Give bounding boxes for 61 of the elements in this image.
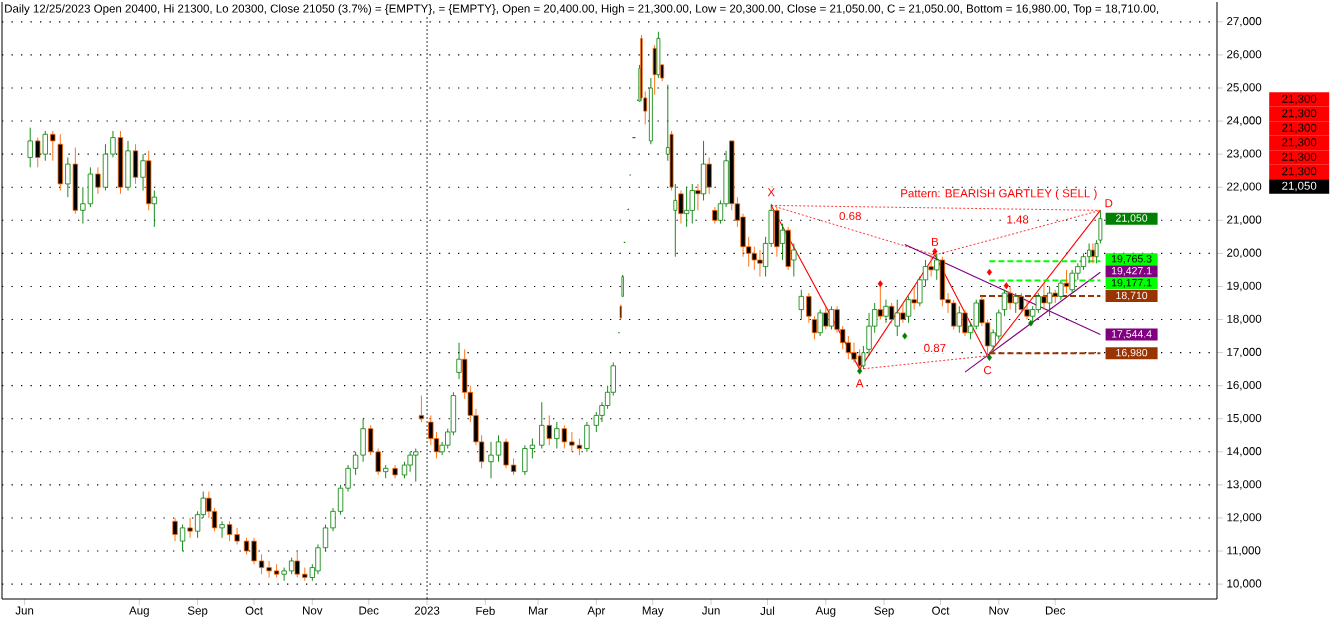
y-tick-label: 17,000 [1227, 347, 1262, 358]
y-tick-label: 15,000 [1227, 413, 1262, 424]
text: 21,300 [1282, 138, 1317, 148]
y-tick-label: 16,000 [1227, 380, 1262, 391]
text: 21,300 [1282, 167, 1317, 177]
data-label: 19,765.3 [1111, 255, 1152, 264]
annotation: X [767, 188, 775, 197]
text: 21,300 [1282, 152, 1317, 163]
x-tick-label: Nov [303, 606, 323, 615]
y-tick-label: 18,000 [1227, 314, 1262, 325]
x-tick-label: Jul [760, 606, 775, 615]
x-tick-label: Oct [932, 606, 950, 615]
annotation: Pattern: BEARISH GARTLEY ( SELL ) [901, 188, 1097, 200]
x-tick-label: Dec [1045, 606, 1066, 615]
y-tick-label: 19,000 [1227, 281, 1262, 292]
x-tick-label: Jun [701, 606, 720, 615]
x-tick-label: Mar [529, 606, 548, 615]
annotation: B [931, 237, 939, 246]
y-tick-label: 21,000 [1227, 215, 1262, 226]
x-tick-label: Feb [476, 606, 495, 615]
data-label: 19,427.1 [1111, 267, 1152, 276]
y-tick-label: 10,000 [1227, 579, 1262, 589]
annotation: C [983, 366, 992, 375]
text: 21,300 [1282, 123, 1317, 134]
x-tick-label: Apr [587, 606, 606, 617]
text: 21,300 [1282, 94, 1317, 105]
text: 21,300 [1282, 109, 1317, 119]
x-tick-label: Dec [359, 606, 379, 615]
data-label: 17,544.4 [1111, 330, 1152, 339]
x-tick-label: Sep [187, 606, 208, 617]
chart-subtitle: Bottom = 16,980.00, Top = 18,710.00, [967, 4, 1159, 15]
y-tick-label: 25,000 [1227, 83, 1262, 93]
x-tick-label: Aug [815, 606, 836, 617]
annotation: 1.48 [1007, 215, 1029, 224]
y-tick-label: 13,000 [1227, 480, 1262, 490]
text: 21,050 [1116, 214, 1148, 223]
y-tick-label: 24,000 [1227, 116, 1262, 126]
y-tick-label: 26,000 [1227, 50, 1262, 60]
x-tick-label: Aug [129, 606, 149, 617]
x-tick-label: May [642, 606, 664, 617]
y-tick-label: 14,000 [1227, 447, 1262, 457]
y-tick-label: 20,000 [1227, 248, 1262, 259]
annotation: 0.87 [924, 343, 946, 352]
x-tick-label: Nov [989, 606, 1009, 615]
data-label: 19,177.1 [1111, 279, 1152, 288]
y-tick-label: 11,000 [1227, 546, 1261, 556]
y-tick-label: 23,000 [1227, 149, 1262, 159]
x-tick-label: Sep [874, 606, 894, 617]
y-tick-label: 27,000 [1227, 17, 1262, 27]
x-tick-label: 2023 [414, 606, 440, 615]
y-tick-label: 22,000 [1227, 182, 1262, 192]
data-label: 18,710 [1116, 291, 1148, 301]
y-tick-label: 12,000 [1227, 513, 1262, 523]
annotation: A [855, 379, 864, 388]
annotation: D [1105, 199, 1113, 208]
chart-title: Daily 12/25/2023 Open 20400, Hi 21300, Lo 20300, Close 21050 (3.7%) = {EMPTY}, = {EMPTY}, Open = 20,400.00, High = 21,300.00, Low = 20,300.00, Close = 21,050.00, C = 21,050.00, [5, 4, 962, 15]
text: 21,050 [1282, 181, 1317, 192]
annotation: 0.68 [839, 211, 861, 221]
x-tick-label: Jun [15, 606, 34, 615]
data-label: 16,980 [1116, 348, 1148, 358]
x-tick-label: Oct [245, 606, 263, 615]
